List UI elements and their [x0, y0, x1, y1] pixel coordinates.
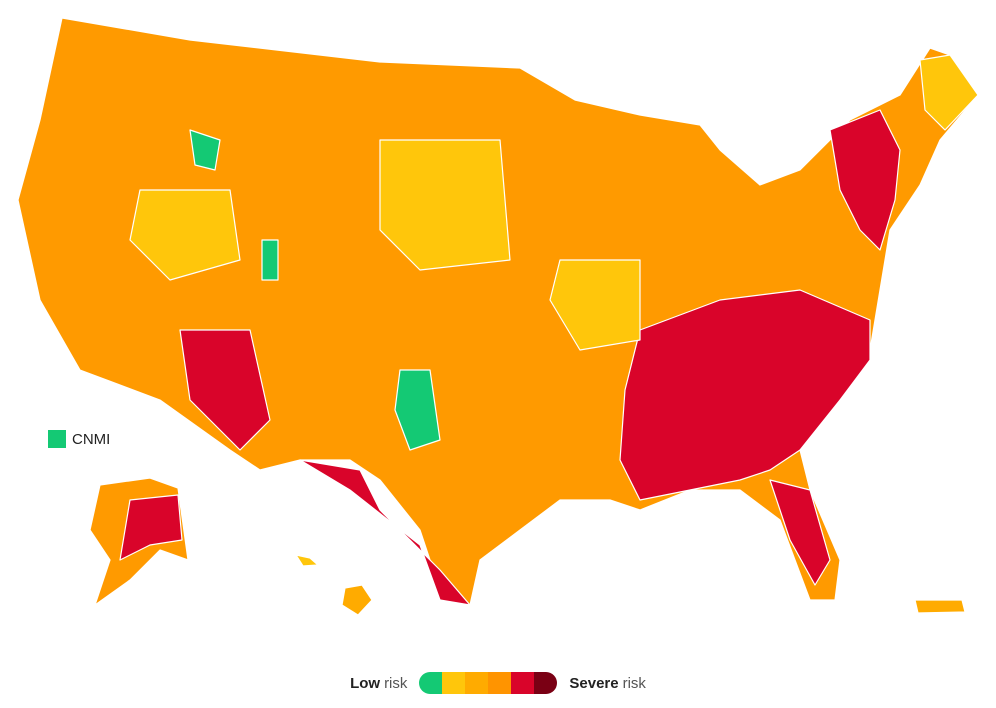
cnmi-label: CNMI	[72, 430, 111, 448]
legend-high-suffix: risk	[622, 674, 646, 692]
region-green-co	[261, 239, 279, 281]
hawaii	[341, 584, 373, 616]
region-maine	[919, 54, 979, 131]
cnmi-legend: CNMI	[48, 430, 110, 448]
region-plains	[379, 139, 511, 271]
region-florida	[769, 479, 831, 586]
region-southeast	[619, 289, 871, 501]
legend-swatch	[488, 672, 512, 694]
legend-swatch	[419, 672, 443, 694]
legend-swatch	[465, 672, 489, 694]
region-green-nw	[189, 129, 221, 171]
region-west	[129, 189, 241, 281]
legend-high: Severe	[569, 674, 619, 692]
region-green-tx	[394, 369, 441, 451]
legend-swatch	[442, 672, 466, 694]
legend-low: Low	[350, 674, 381, 692]
cnmi-swatch	[48, 430, 66, 448]
legend-swatches	[419, 672, 558, 694]
region-texas	[299, 459, 471, 606]
legend-swatch	[511, 672, 535, 694]
puerto-rico	[914, 599, 966, 614]
risk-legend: Low risk Severe risk	[0, 670, 996, 696]
legend-low-suffix: risk	[384, 674, 408, 692]
us-map	[17, 17, 979, 616]
region-midwest	[549, 259, 641, 351]
region-southwest	[179, 329, 271, 451]
hawaii-small	[295, 554, 319, 567]
region-northeast	[829, 109, 901, 251]
alaska-red	[119, 494, 183, 561]
legend-swatch	[534, 672, 558, 694]
